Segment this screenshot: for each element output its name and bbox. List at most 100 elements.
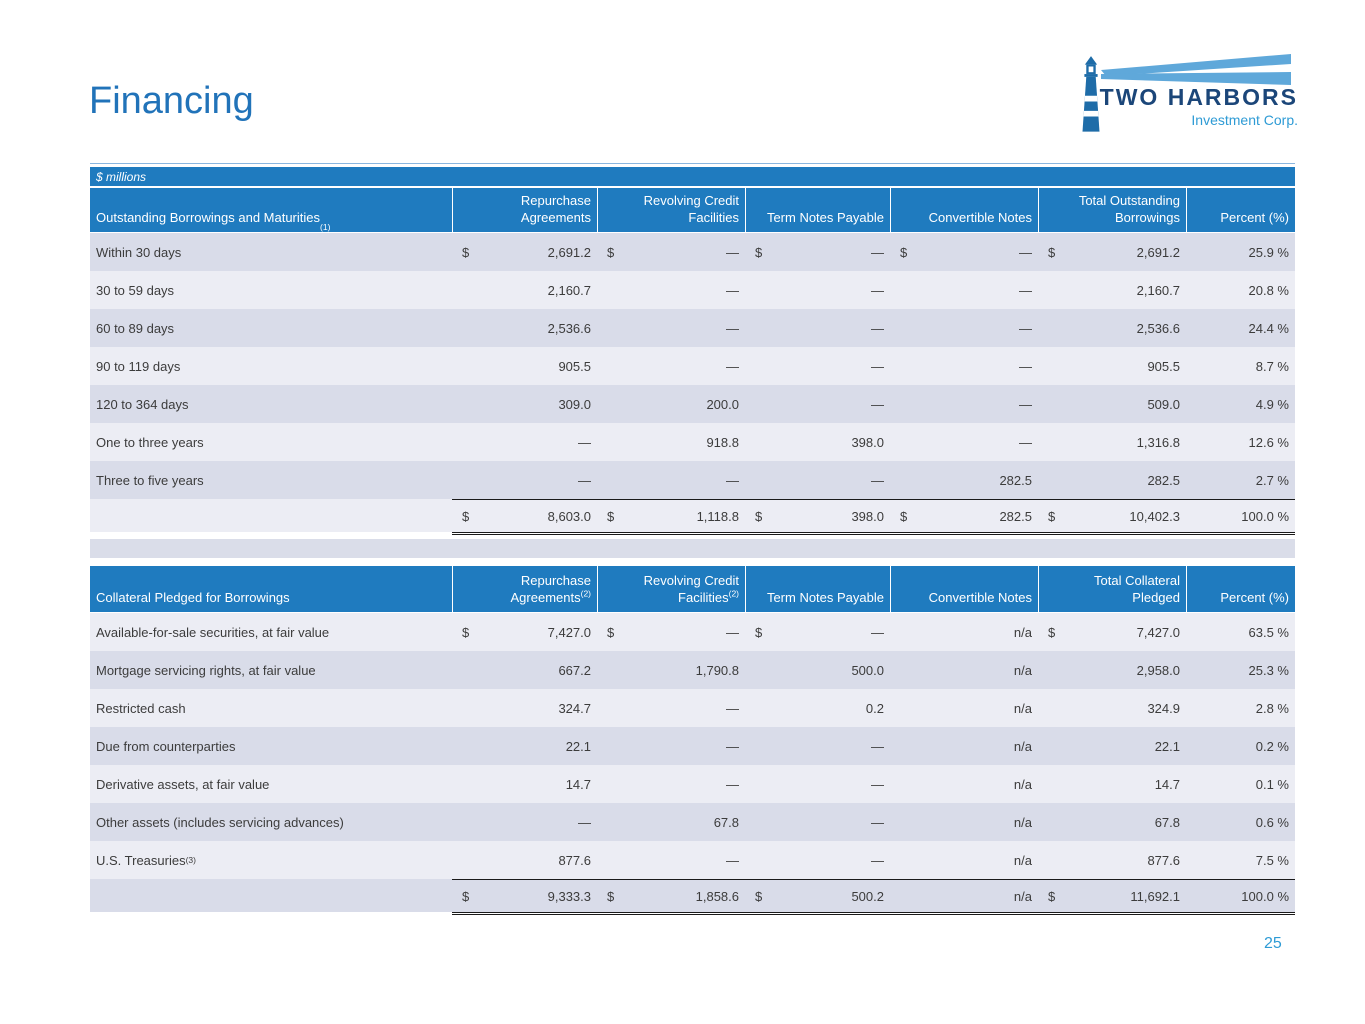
table-cell: 200.0: [597, 385, 745, 423]
cell-value: 2,160.7: [547, 282, 591, 298]
table-cell: —: [745, 385, 890, 423]
cell-value: 877.6: [558, 852, 591, 868]
cell-value: n/a: [1013, 776, 1032, 792]
label-text: Percent (%): [1220, 210, 1289, 226]
cell-value: n/a: [1013, 700, 1032, 716]
cell-value: 2.7 %: [1255, 472, 1289, 488]
column-header: Repurchase Agreements: [452, 188, 597, 232]
cell-value: —: [726, 282, 739, 298]
table-row: 120 to 364 days 309.0 200.0 — — 509.0 4.9 %: [90, 385, 1295, 423]
cell-value: —: [871, 472, 884, 488]
table-cell: $398.0: [745, 499, 890, 532]
row-label: Within 30 days: [90, 233, 452, 271]
cell-value: 324.9: [1147, 700, 1180, 716]
cell-value: 2,691.2: [547, 244, 591, 260]
cell-value: 398.0: [851, 434, 884, 450]
cell-value: —: [726, 852, 739, 868]
light-beam-icon: [1101, 54, 1291, 85]
table-cell: —: [745, 727, 890, 765]
row-label: 30 to 59 days: [90, 271, 452, 309]
column-header-label: Percent (%): [1220, 210, 1289, 227]
column-header-label: Total Outstanding Borrowings: [1045, 193, 1180, 227]
table-cell: $2,691.2: [1038, 233, 1186, 271]
top-divider: [90, 163, 1295, 164]
table-cell: —: [890, 347, 1038, 385]
column-header-label: Term Notes Payable: [767, 590, 884, 607]
cell-value: 67.8: [1154, 814, 1180, 830]
table-cell: $ —: [597, 233, 745, 271]
table-cell: 2,160.7: [452, 271, 597, 309]
table-cell: $10,402.3: [1038, 499, 1186, 532]
column-header: Total Collateral Pledged: [1038, 566, 1186, 612]
column-header: Term Notes Payable: [745, 188, 890, 232]
label-text: 120 to 364 days: [96, 396, 189, 412]
cell-value: —: [578, 814, 591, 830]
cell-value: 2,160.7: [1136, 282, 1180, 298]
table-cell: —: [597, 271, 745, 309]
label-text: Convertible Notes: [928, 590, 1032, 606]
label-text: Revolving Credit Facilities: [643, 573, 739, 606]
cell-value: —: [1019, 244, 1032, 260]
cell-value: 9,333.3: [547, 888, 591, 904]
table-total-row: $9,333.3 $1,858.6 $500.2 n/a $11,692.1 100.0 …: [90, 879, 1295, 912]
table-cell: n/a: [890, 689, 1038, 727]
dollar-sign: $: [607, 624, 615, 640]
dollar-sign: $: [462, 624, 470, 640]
table-header-row: Collateral Pledged for Borrowings Repurch…: [90, 566, 1295, 612]
column-header-label: Total Collateral Pledged: [1045, 573, 1180, 607]
table-cell: 2,958.0: [1038, 651, 1186, 689]
page-number: 25: [1264, 935, 1282, 952]
dollar-sign: $: [462, 508, 470, 524]
cell-value: 282.5: [999, 508, 1032, 524]
cell-value: —: [1019, 320, 1032, 336]
cell-value: —: [871, 624, 884, 640]
lighthouse-icon: [1082, 56, 1100, 132]
table-cell: $11,692.1: [1038, 879, 1186, 912]
table-cell: 20.8 %: [1186, 271, 1295, 309]
cell-value: 905.5: [558, 358, 591, 374]
row-label: Other assets (includes servicing advance…: [90, 803, 452, 841]
cell-value: 25.3 %: [1248, 662, 1289, 678]
total-double-rule: [452, 532, 1295, 535]
table-cell: 12.6 %: [1186, 423, 1295, 461]
company-name: TWO HARBORS: [1099, 84, 1298, 110]
dollar-sign: $: [1048, 624, 1056, 640]
row-label: 60 to 89 days: [90, 309, 452, 347]
cell-value: 1,118.8: [696, 508, 739, 524]
table-cell: 0.1 %: [1186, 765, 1295, 803]
cell-value: 24.4 %: [1248, 320, 1289, 336]
collateral-pledged-table: Collateral Pledged for Borrowings Repurch…: [90, 566, 1295, 915]
table-cell: $ —: [890, 233, 1038, 271]
cell-value: —: [1019, 282, 1032, 298]
cell-value: 0.6 %: [1255, 814, 1289, 830]
row-label: Restricted cash: [90, 689, 452, 727]
column-header: Total Outstanding Borrowings: [1038, 188, 1186, 232]
cell-value: 500.0: [851, 662, 884, 678]
table-row: Available-for-sale securities, at fair v…: [90, 613, 1295, 651]
cell-value: —: [871, 282, 884, 298]
table-cell: —: [597, 727, 745, 765]
cell-value: 324.7: [558, 700, 591, 716]
column-header-label: Revolving Credit Facilities(2): [604, 573, 739, 607]
cell-value: 509.0: [1147, 396, 1180, 412]
label-text: Restricted cash: [96, 700, 186, 716]
table-row: Other assets (includes servicing advance…: [90, 803, 1295, 841]
table-cell: 0.2 %: [1186, 727, 1295, 765]
units-bar: $ millions: [90, 167, 1295, 188]
table-cell: 22.1: [1038, 727, 1186, 765]
table-cell: 100.0 %: [1186, 499, 1295, 532]
table-cell: $1,858.6: [597, 879, 745, 912]
table-row: Due from counterparties 22.1 — — n/a 22.1 0.2 …: [90, 727, 1295, 765]
company-subtitle: Investment Corp.: [1191, 112, 1298, 128]
row-label: [90, 879, 452, 912]
dollar-sign: $: [462, 244, 470, 260]
cell-value: 12.6 %: [1248, 434, 1289, 450]
row-label: U.S. Treasuries (3): [96, 852, 196, 868]
table-cell: 877.6: [1038, 841, 1186, 879]
cell-value: n/a: [1013, 624, 1032, 640]
table-cell: —: [452, 803, 597, 841]
cell-value: 8.7 %: [1255, 358, 1289, 374]
column-header-label: Term Notes Payable: [767, 210, 884, 227]
footnote-marker: (2): [580, 588, 591, 599]
cell-value: —: [871, 852, 884, 868]
